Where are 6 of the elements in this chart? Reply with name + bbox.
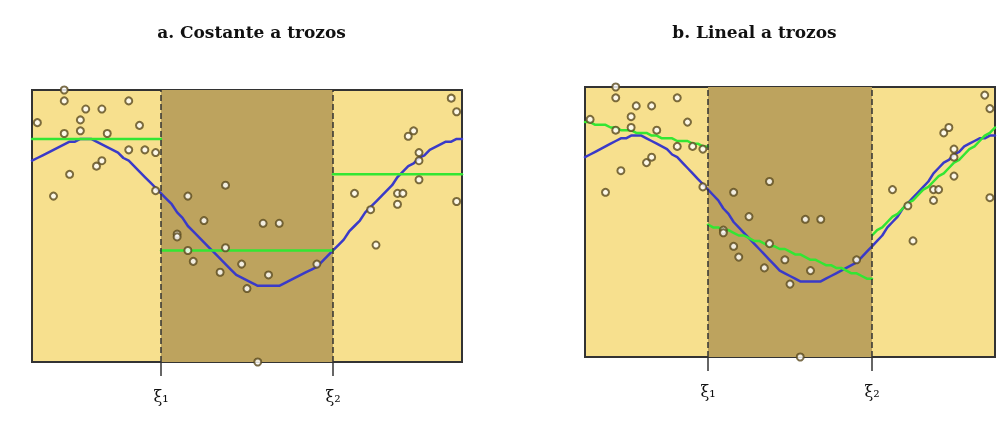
chart-title: a. Costante a trozos: [157, 21, 346, 42]
x-tick-label: ξ₁: [153, 386, 169, 406]
x-tick-label: ξ₂: [864, 381, 880, 401]
x-tick-label: ξ₁: [700, 381, 716, 401]
chart-title: b. Lineal a trozos: [672, 21, 837, 42]
x-tick-label: ξ₂: [325, 386, 341, 406]
